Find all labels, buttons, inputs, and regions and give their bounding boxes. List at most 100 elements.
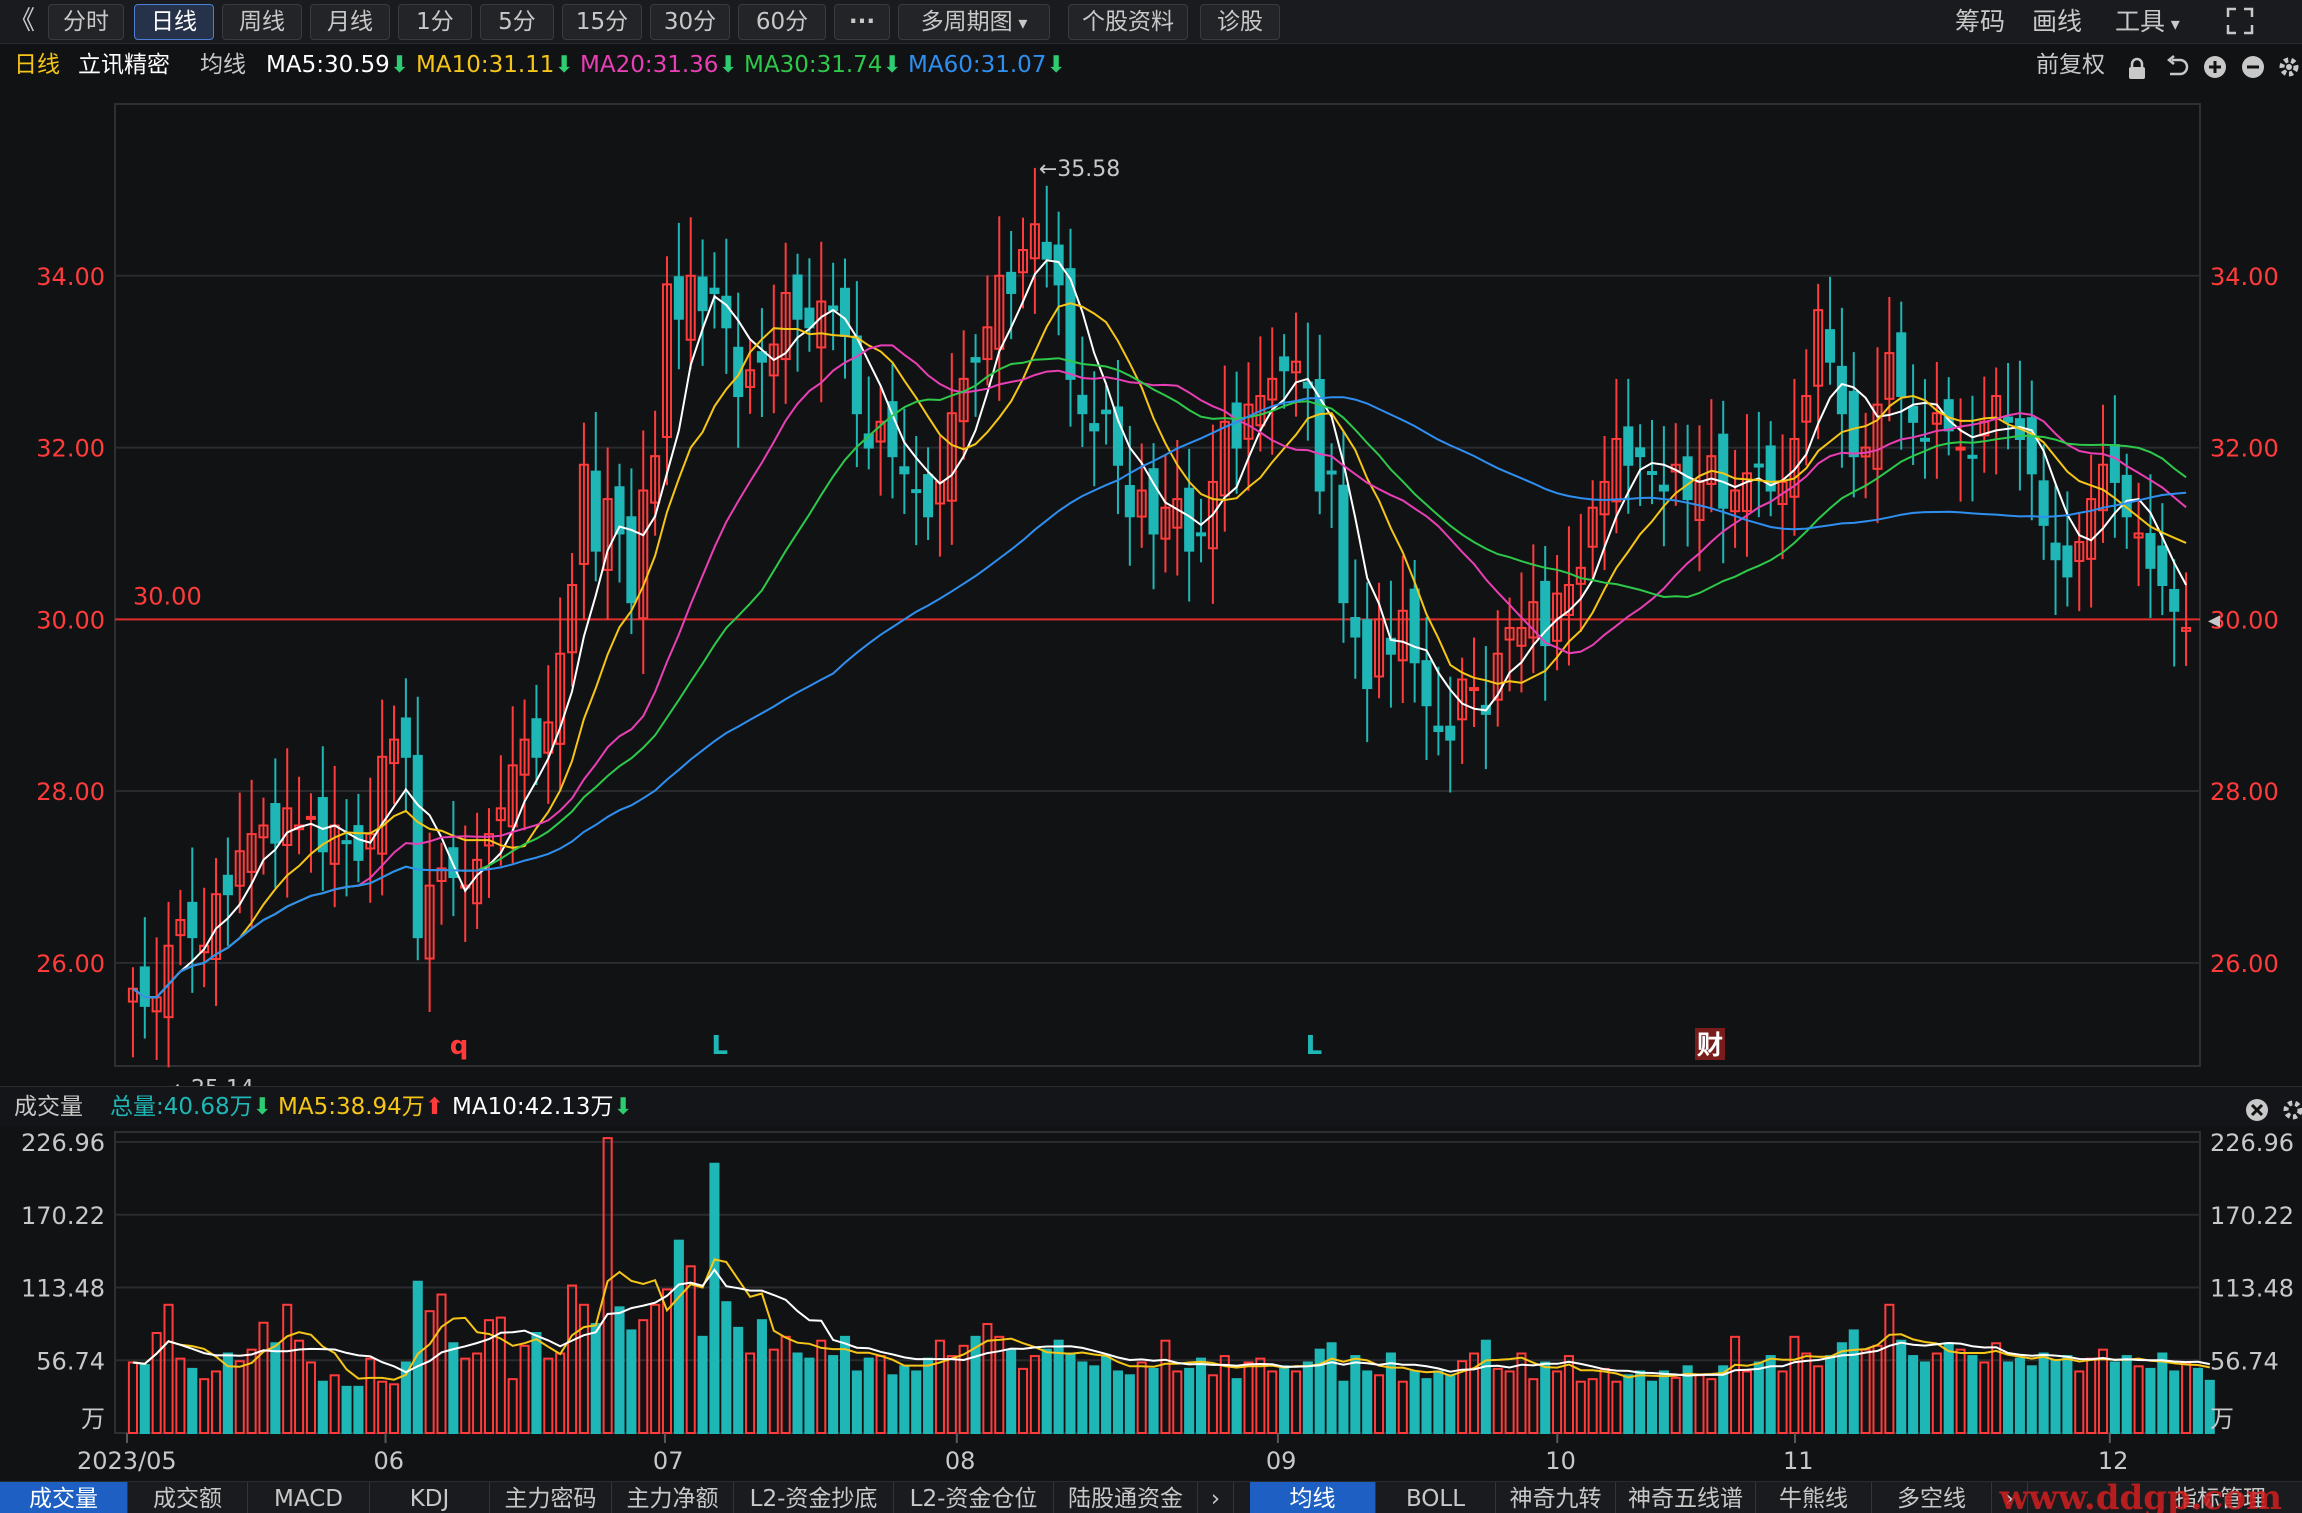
volume-bar xyxy=(1979,1361,1990,1434)
candle-body xyxy=(1148,468,1159,535)
zoom-in-icon[interactable] xyxy=(2202,53,2228,93)
volume-settings-gear-icon[interactable] xyxy=(2280,1095,2302,1135)
candle-body xyxy=(768,343,779,377)
candle-body xyxy=(1112,406,1123,466)
settings-gear-icon[interactable] xyxy=(2276,53,2300,93)
tab-l2-bottom[interactable]: L2-资金抄底 xyxy=(734,1482,894,1513)
tab-kdj[interactable]: KDJ xyxy=(370,1482,490,1513)
candle-body xyxy=(2145,533,2156,569)
candle-body xyxy=(1611,437,1622,503)
volume-tick-right: 113.48 xyxy=(2210,1275,2294,1303)
candle-body xyxy=(1492,652,1503,701)
volume-bar xyxy=(614,1306,625,1434)
more-button[interactable]: ··· xyxy=(834,4,890,40)
price-grid xyxy=(114,103,2201,1067)
candle-body xyxy=(1029,223,1040,260)
tab-daily[interactable]: 日线 xyxy=(134,4,214,40)
tab-intraday[interactable]: 分时 xyxy=(48,4,124,40)
candle-body xyxy=(1433,725,1444,733)
tab-weekly[interactable]: 周线 xyxy=(222,4,302,40)
volume-bar xyxy=(1718,1365,1729,1435)
candle-body xyxy=(424,884,435,960)
volume-bar xyxy=(792,1352,803,1435)
tab-ma-overlay[interactable]: 均线 xyxy=(1250,1482,1376,1513)
multi-period-dropdown[interactable]: 多周期图 xyxy=(898,4,1050,40)
chips-button[interactable]: 筹码 xyxy=(1955,7,2006,36)
tabs-scroll-right-icon[interactable]: › xyxy=(1198,1482,1234,1513)
tab-macd[interactable]: MACD xyxy=(248,1482,370,1513)
tab-main-net[interactable]: 主力净额 xyxy=(612,1482,734,1513)
candle-body xyxy=(1290,360,1302,374)
tab-1min[interactable]: 1分 xyxy=(398,4,472,40)
candle-body xyxy=(958,377,969,423)
volume-bar xyxy=(958,1344,969,1435)
candle-body xyxy=(1528,601,1539,639)
kline-chart[interactable]: 34.00 34.00 32.00 32.00 30.00 30.00 28.00 28.00… xyxy=(0,86,2302,1481)
volume-unit-left: 万 xyxy=(81,1405,105,1433)
volume-bar xyxy=(1908,1355,1919,1435)
tab-td9[interactable]: 神奇九转 xyxy=(1496,1482,1616,1513)
volume-bar xyxy=(1801,1352,1812,1435)
fullscreen-icon[interactable] xyxy=(2225,6,2265,38)
diagnose-button[interactable]: 诊股 xyxy=(1200,4,1280,40)
ma-label[interactable]: 均线 xyxy=(200,52,246,78)
volume-bar xyxy=(828,1355,839,1435)
tab-turnover[interactable]: 成交额 xyxy=(128,1482,248,1513)
tab-15min[interactable]: 15分 xyxy=(562,4,642,40)
tab-volume[interactable]: 成交量 xyxy=(0,1482,128,1513)
candle-body xyxy=(377,755,388,855)
close-icon[interactable] xyxy=(2245,1095,2269,1135)
tab-5min[interactable]: 5分 xyxy=(480,4,554,40)
volume-bar xyxy=(1421,1378,1432,1434)
volume-bar xyxy=(851,1370,862,1434)
date-label: 2023/05 xyxy=(77,1447,177,1475)
vol-ma10: MA10:42.13万⬇ xyxy=(452,1094,633,1120)
drawing-button[interactable]: 画线 xyxy=(2032,7,2083,36)
candle-body xyxy=(341,840,352,845)
tab-five-lines[interactable]: 神奇五线谱 xyxy=(1616,1482,1756,1513)
tab-bull-bear[interactable]: 牛熊线 xyxy=(1756,1482,1872,1513)
tab-30min[interactable]: 30分 xyxy=(650,4,730,40)
tab-main-code[interactable]: 主力密码 xyxy=(490,1482,612,1513)
volume-bar xyxy=(1029,1355,1040,1435)
volume-bar xyxy=(1694,1374,1705,1435)
volume-bar xyxy=(745,1352,756,1435)
volume-bar xyxy=(1789,1335,1800,1434)
tab-northbound[interactable]: 陆股通资金 xyxy=(1054,1482,1198,1513)
tab-indicator-manage[interactable]: 指标管理 xyxy=(2174,1486,2266,1512)
tabs-scroll-right-icon-2[interactable]: › xyxy=(1992,1482,2028,1513)
candle-body xyxy=(1196,532,1207,537)
zoom-out-icon[interactable] xyxy=(2240,53,2266,93)
lock-icon[interactable] xyxy=(2126,54,2148,94)
undo-icon[interactable] xyxy=(2164,53,2190,93)
volume-tick-right: 56.74 xyxy=(2210,1347,2279,1375)
volume-bar xyxy=(507,1378,518,1434)
stock-profile-button[interactable]: 个股资料 xyxy=(1068,4,1188,40)
tools-dropdown[interactable]: 工具 ▾ xyxy=(2115,6,2180,38)
candle-body xyxy=(1006,271,1017,294)
back-button[interactable]: 《 xyxy=(8,6,35,36)
candle-body xyxy=(1314,379,1325,492)
candle-body xyxy=(1350,617,1361,638)
ma-legend-bar: 日线 立讯精密 均线 MA5:30.59⬇ MA10:31.11⬇ MA20:3… xyxy=(0,45,2302,85)
volume-bar xyxy=(602,1137,613,1434)
volume-bar xyxy=(1409,1370,1420,1434)
candle-body xyxy=(567,584,578,654)
tab-l2-position[interactable]: L2-资金仓位 xyxy=(894,1482,1054,1513)
tab-long-short[interactable]: 多空线 xyxy=(1872,1482,1992,1513)
volume-bar xyxy=(1255,1357,1266,1435)
candle-body xyxy=(199,944,210,954)
candle-body xyxy=(994,274,1005,350)
tab-boll[interactable]: BOLL xyxy=(1376,1482,1496,1513)
adjust-dropdown[interactable]: 前复权 xyxy=(2036,52,2105,78)
price-tick-right: 28.00 xyxy=(2210,778,2279,806)
candle-body xyxy=(555,652,566,745)
price-axis-labels: 34.00 34.00 32.00 32.00 30.00 30.00 28.00 28.00… xyxy=(36,157,2278,1101)
candle-body xyxy=(1219,420,1230,497)
volume-unit-right: 万 xyxy=(2210,1405,2234,1433)
candle-body xyxy=(139,966,150,1007)
tab-monthly[interactable]: 月线 xyxy=(310,4,390,40)
volume-bar xyxy=(377,1380,388,1434)
tab-60min[interactable]: 60分 xyxy=(738,4,826,40)
candle-body xyxy=(412,754,423,939)
